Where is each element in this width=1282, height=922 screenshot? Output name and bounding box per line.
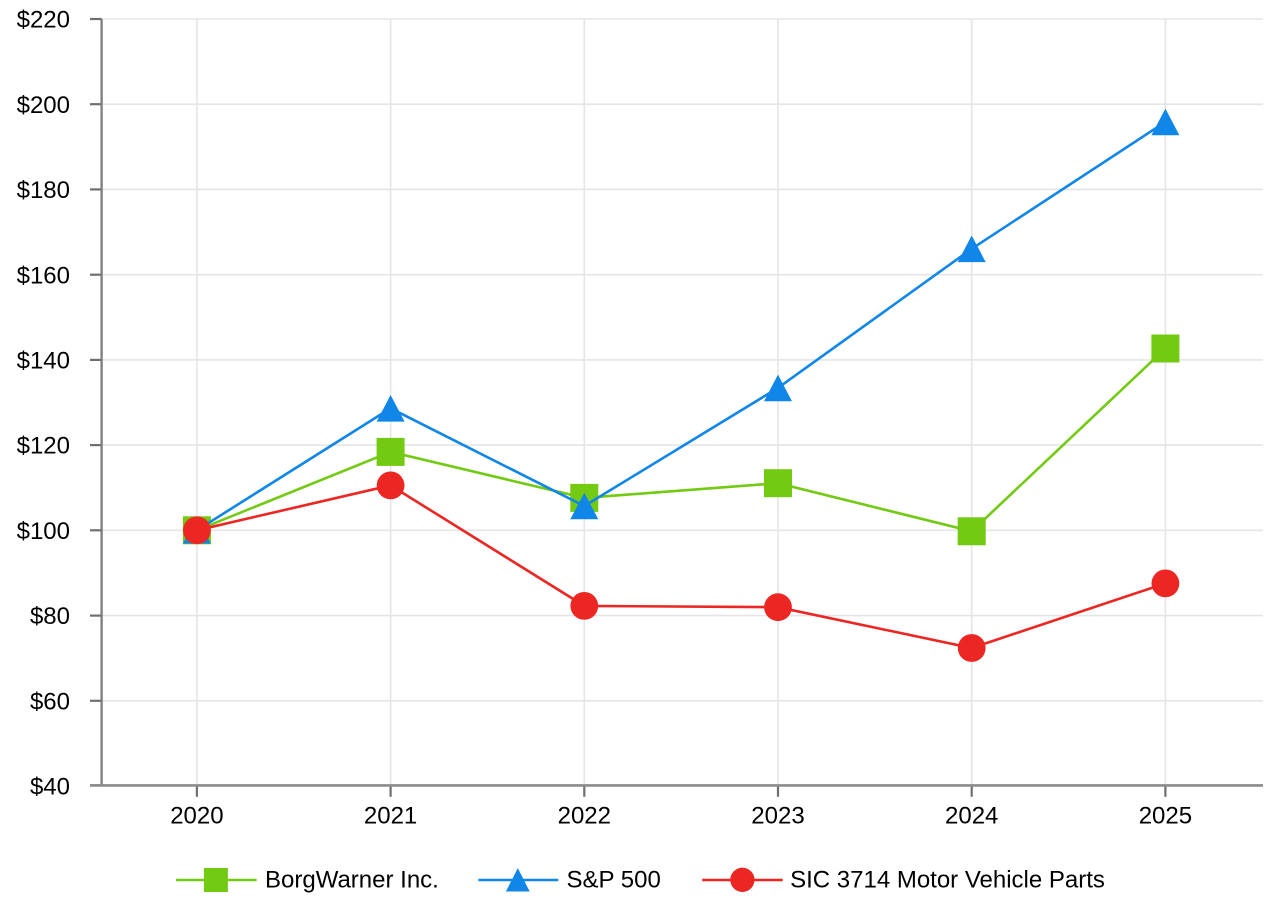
svg-text:2020: 2020: [170, 803, 223, 830]
svg-text:$120: $120: [17, 433, 70, 460]
svg-text:$40: $40: [30, 774, 70, 801]
svg-text:2025: 2025: [1139, 803, 1192, 830]
svg-text:2023: 2023: [751, 803, 804, 830]
svg-text:SIC 3714 Motor Vehicle Parts: SIC 3714 Motor Vehicle Parts: [790, 866, 1105, 893]
svg-text:BorgWarner Inc.: BorgWarner Inc.: [265, 866, 439, 893]
svg-text:2021: 2021: [364, 803, 417, 830]
svg-text:$220: $220: [17, 7, 70, 34]
svg-text:$60: $60: [30, 688, 70, 715]
svg-text:$100: $100: [17, 518, 70, 545]
svg-text:$200: $200: [17, 92, 70, 119]
svg-text:$140: $140: [17, 348, 70, 375]
svg-text:$180: $180: [17, 177, 70, 204]
svg-text:2022: 2022: [558, 803, 611, 830]
svg-text:2024: 2024: [945, 803, 998, 830]
svg-text:S&P 500: S&P 500: [567, 866, 661, 893]
svg-text:$80: $80: [30, 603, 70, 630]
svg-text:$160: $160: [17, 262, 70, 289]
